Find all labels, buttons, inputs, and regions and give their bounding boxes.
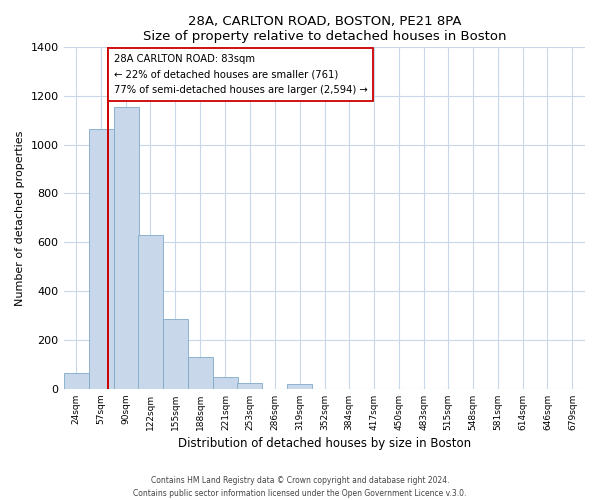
Bar xyxy=(287,384,312,389)
Bar xyxy=(188,357,213,389)
Bar xyxy=(163,319,188,389)
X-axis label: Distribution of detached houses by size in Boston: Distribution of detached houses by size … xyxy=(178,437,471,450)
Bar xyxy=(113,107,139,389)
Title: 28A, CARLTON ROAD, BOSTON, PE21 8PA
Size of property relative to detached houses: 28A, CARLTON ROAD, BOSTON, PE21 8PA Size… xyxy=(143,15,506,43)
Text: 28A CARLTON ROAD: 83sqm
← 22% of detached houses are smaller (761)
77% of semi-d: 28A CARLTON ROAD: 83sqm ← 22% of detache… xyxy=(113,54,367,96)
Y-axis label: Number of detached properties: Number of detached properties xyxy=(15,130,25,306)
Bar xyxy=(237,384,262,389)
Bar xyxy=(138,235,163,389)
Bar xyxy=(213,377,238,389)
Bar xyxy=(64,373,89,389)
Text: Contains HM Land Registry data © Crown copyright and database right 2024.
Contai: Contains HM Land Registry data © Crown c… xyxy=(133,476,467,498)
Bar xyxy=(89,129,113,389)
